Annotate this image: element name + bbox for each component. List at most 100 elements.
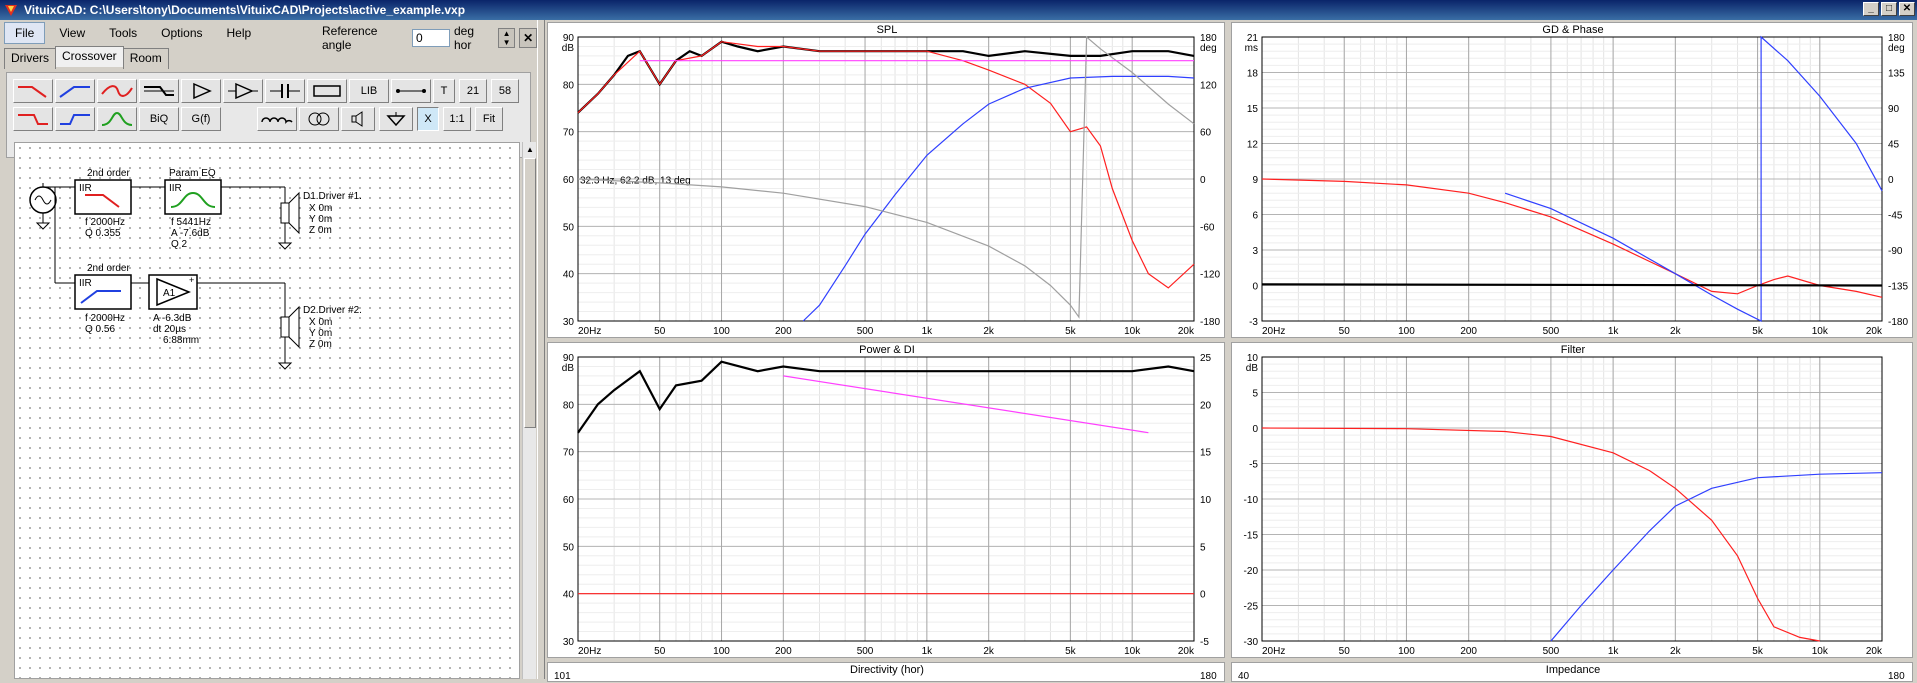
transfer-function-button[interactable]: G(f) (181, 107, 221, 131)
transformer-button[interactable] (299, 107, 339, 131)
block2-header: Param EQ (169, 168, 216, 179)
y-tick-label: 18 (1247, 69, 1259, 80)
reference-angle-input[interactable] (412, 29, 450, 47)
impedance-chart[interactable]: Impedance 40 180 (1231, 662, 1913, 682)
x-tick-label: 500 (857, 326, 874, 337)
title-bar: VituixCAD: C:\Users\tony\Documents\Vitui… (0, 0, 1917, 20)
close-button[interactable]: ✕ (1899, 2, 1915, 16)
capacitor-button[interactable] (265, 79, 305, 103)
bandpass-button[interactable] (97, 107, 137, 131)
spl-chart[interactable]: SPL 90 80 70 60 50 40 30 180 120 60 0 -60 -120 -180 20H… (547, 22, 1225, 338)
biquad-button[interactable]: BiQ (139, 107, 179, 131)
x-tick-label: 2k (1670, 646, 1682, 657)
series-line-blue (1504, 35, 1883, 322)
amplifier-block[interactable]: A1 + (148, 274, 198, 310)
lib-button[interactable]: LIB (349, 79, 389, 103)
lowpass-2nd-button[interactable] (13, 107, 53, 131)
reference-angle-label: Reference angle (322, 24, 378, 52)
y2-tick-label: -135 (1888, 282, 1908, 293)
highpass-1st-button[interactable] (55, 79, 95, 103)
minimize-button[interactable]: _ (1863, 2, 1879, 16)
y2-tick-label: 180 (1200, 33, 1217, 44)
directivity-chart[interactable]: Directivity (hor) 101 180 (547, 662, 1225, 682)
x-tick-label: 20Hz (578, 646, 601, 657)
text-button[interactable]: T (433, 79, 455, 103)
reference-angle-group: Reference angle deg hor ▲▼ ✕ (322, 24, 537, 52)
block3-header: 2nd order (87, 263, 130, 274)
inductor-button[interactable] (257, 107, 297, 131)
spin-down-icon[interactable]: ▼ (502, 38, 511, 47)
resistor-button[interactable] (307, 79, 347, 103)
menu-tools[interactable]: Tools (109, 26, 138, 40)
driver2-speaker-icon[interactable] (280, 305, 300, 349)
tab-drivers[interactable]: Drivers (4, 48, 56, 69)
block2-f: f 5441Hz (171, 217, 211, 228)
x-tick-label: 1k (922, 326, 934, 337)
resistor-icon (313, 85, 341, 97)
close-x-button[interactable]: ✕ (519, 28, 537, 48)
power-di-chart[interactable]: Power & DI 90 80 70 60 50 40 30 25 20 15 10 5 0 -5 20Hz… (547, 342, 1225, 658)
tab-room[interactable]: Room (122, 48, 169, 69)
zoom-fit-button[interactable]: Fit (475, 107, 503, 131)
scroll-thumb[interactable] (524, 158, 536, 428)
spin-up-icon[interactable]: ▲ (502, 29, 511, 38)
y2-tick-label: 0 (1888, 175, 1894, 186)
angle-spinner[interactable]: ▲ ▼ (497, 28, 516, 48)
y-tick-label: 60 (563, 175, 575, 186)
maximize-button[interactable]: □ (1881, 2, 1897, 16)
menu-file[interactable]: File (4, 22, 46, 44)
lowpass-icon (18, 114, 48, 125)
schematic-drawing: 2nd order IIR f 2000Hz Q 0.355 Param EQ … (29, 168, 362, 370)
zoom-1to1-button[interactable]: 1:1 (443, 107, 471, 131)
y-axis-unit: ms (1245, 43, 1258, 54)
ground-icon (35, 222, 51, 230)
wire-button[interactable] (391, 79, 431, 103)
buffer-button[interactable] (223, 79, 263, 103)
block2-a: A -7.6dB (171, 228, 210, 239)
capacitor-icon (270, 84, 300, 98)
highpass-icon (59, 86, 90, 98)
pane-splitter[interactable] (537, 20, 545, 679)
y2-tick-label: 20 (1200, 400, 1212, 411)
driver1-speaker-icon[interactable] (280, 191, 300, 235)
amplifier-button[interactable] (181, 79, 221, 103)
iir-lowpass-block[interactable]: IIR (74, 179, 132, 215)
gd-phase-chart[interactable]: GD & Phase 21 18 15 12 9 6 3 0 -3 180 135 90 45 0 -45 -9… (1231, 22, 1913, 338)
driver-button[interactable] (341, 107, 375, 131)
x-tick-label: 20k (1178, 646, 1195, 657)
button-21[interactable]: 21 (459, 79, 487, 103)
x-tick-label: 20k (1866, 646, 1883, 657)
schematic-scrollbar[interactable]: ▲ (522, 142, 536, 679)
button-58[interactable]: 58 (491, 79, 519, 103)
schematic-canvas[interactable]: 2nd order IIR f 2000Hz Q 0.355 Param EQ … (14, 142, 520, 679)
x-tick-label: 1k (1608, 646, 1620, 657)
driver1-y: Y 0m (309, 214, 332, 225)
y2-tick-label: -180 (1200, 317, 1220, 328)
y-tick-label: 70 (563, 448, 575, 459)
allpass-icon (101, 85, 133, 97)
y2-tick-label: 0 (1200, 590, 1206, 601)
highpass-2nd-button[interactable] (55, 107, 95, 131)
driver2-x: X 0m (309, 317, 332, 328)
param-eq-block[interactable]: IIR (164, 179, 222, 215)
menu-help[interactable]: Help (226, 26, 252, 40)
tab-crossover[interactable]: Crossover (55, 46, 124, 67)
plot-frame (1261, 356, 1883, 642)
allpass-button[interactable] (97, 79, 137, 103)
lowpass-1st-button[interactable] (13, 79, 53, 103)
x-toggle-button[interactable]: X (417, 107, 439, 131)
shelf-button[interactable] (139, 79, 179, 103)
x-tick-label: 5k (1752, 326, 1764, 337)
series-line-magenta (783, 375, 1149, 434)
ground-button[interactable] (379, 107, 413, 131)
iir-highpass-block[interactable]: IIR (74, 274, 132, 310)
scroll-up-icon[interactable]: ▲ (526, 145, 534, 154)
y2-tick-label: -120 (1200, 270, 1220, 281)
filter-chart[interactable]: Filter 10 5 0 -5 -10 -15 -20 -25 -30 20Hz 50 100 200 5… (1231, 342, 1913, 658)
y-tick-label: -30 (1244, 637, 1259, 648)
menu-view[interactable]: View (59, 26, 86, 40)
menu-options[interactable]: Options (161, 26, 203, 40)
y-axis-unit: dB (562, 43, 575, 54)
block2-q: Q 2 (171, 239, 188, 250)
driver1-name: D1.Driver #1. (303, 191, 362, 202)
